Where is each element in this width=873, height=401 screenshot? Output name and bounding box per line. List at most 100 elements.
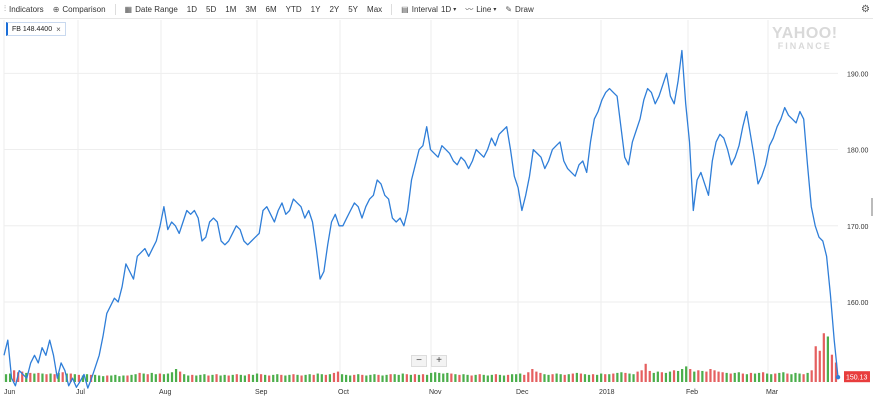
- volume-bar: [701, 370, 704, 382]
- volume-bar: [170, 372, 174, 382]
- volume-bar: [559, 374, 562, 382]
- interval-value: 1D: [440, 4, 452, 14]
- volume-bar: [834, 362, 838, 382]
- comparison-button[interactable]: ⊕ Comparison: [53, 5, 106, 14]
- volume-bar: [531, 369, 534, 382]
- volume-bar: [818, 350, 821, 382]
- volume-bar: [53, 374, 56, 382]
- range-max[interactable]: Max: [367, 4, 383, 14]
- volume-bar: [685, 366, 688, 382]
- volume-bar: [138, 372, 141, 382]
- x-tick-label: Oct: [338, 389, 349, 396]
- volume-bar: [154, 374, 157, 382]
- volume-bar: [21, 371, 24, 382]
- volume-bar: [344, 374, 348, 382]
- volume-bar: [470, 375, 473, 382]
- volume-bar: [336, 371, 340, 382]
- volume-bar: [709, 369, 712, 382]
- close-icon[interactable]: ×: [56, 24, 61, 34]
- line-chart-icon: 〰: [465, 4, 474, 14]
- zoom-in-button[interactable]: +: [431, 355, 447, 367]
- range-3m[interactable]: 3M: [245, 4, 257, 14]
- volume-bar: [425, 374, 429, 382]
- volume-bar: [608, 374, 611, 382]
- range-2y[interactable]: 2Y: [329, 4, 340, 14]
- volume-bar: [49, 373, 52, 382]
- volume-bar: [749, 372, 753, 382]
- volume-bar: [300, 375, 303, 382]
- volume-bar: [417, 374, 421, 382]
- x-tick-label: Aug: [159, 389, 172, 396]
- volume-bar: [766, 373, 769, 382]
- range-ytd[interactable]: YTD: [285, 4, 302, 14]
- volume-bar: [664, 372, 668, 382]
- range-1m[interactable]: 1M: [225, 4, 237, 14]
- range-5d[interactable]: 5D: [206, 4, 217, 14]
- volume-bar: [45, 374, 48, 382]
- volume-bar: [93, 374, 97, 382]
- date-range-button[interactable]: ▦ Date Range: [125, 5, 178, 14]
- volume-bar: [421, 374, 425, 382]
- interval-dropdown[interactable]: ▤ Interval 1D ▾: [401, 5, 456, 14]
- volume-bar: [632, 374, 635, 382]
- comparison-label: Comparison: [62, 4, 106, 14]
- volume-bar: [620, 372, 623, 382]
- volume-bar: [515, 374, 518, 382]
- volume-bar: [806, 372, 809, 382]
- chart-toolbar: ⫶ Indicators ⊕ Comparison ▦ Date Range 1…: [0, 0, 873, 18]
- draw-button[interactable]: ✎ Draw: [505, 5, 533, 14]
- volume-bar: [737, 372, 740, 382]
- zoom-out-button[interactable]: −: [411, 355, 427, 367]
- scroll-handle[interactable]: [871, 198, 873, 216]
- volume-bar: [527, 372, 530, 382]
- chevron-down-icon: ▾: [453, 6, 457, 13]
- gear-icon[interactable]: ⚙: [861, 4, 870, 15]
- volume-bar: [810, 370, 813, 382]
- volume-bar: [272, 374, 275, 382]
- volume-bar: [774, 373, 777, 382]
- volume-bar: [604, 374, 607, 382]
- volume-bar: [158, 373, 161, 382]
- volume-bar: [308, 374, 311, 382]
- volume-bar: [324, 374, 327, 382]
- ticker-tag[interactable]: FB 148.4400 ×: [6, 22, 66, 36]
- volume-bar: [486, 375, 489, 382]
- volume-bar: [660, 372, 664, 382]
- range-5y[interactable]: 5Y: [348, 4, 359, 14]
- volume-bar: [498, 374, 502, 382]
- range-1d[interactable]: 1D: [186, 4, 198, 14]
- volume-bar: [757, 372, 761, 382]
- volume-bar: [494, 374, 498, 382]
- volume-bar: [466, 374, 469, 382]
- volume-bar: [523, 374, 526, 382]
- volume-bar: [312, 374, 315, 382]
- volume-bar: [733, 372, 736, 382]
- volume-bar: [697, 370, 700, 382]
- volume-bar: [705, 371, 708, 382]
- price-line: [3, 49, 839, 389]
- volume-bar: [656, 371, 659, 382]
- volume-bar: [130, 374, 133, 382]
- y-tick-label: 190.00: [847, 71, 869, 78]
- range-1y[interactable]: 1Y: [310, 4, 321, 14]
- volume-bar: [616, 372, 619, 382]
- volume-bar: [510, 374, 514, 382]
- chart-type-dropdown[interactable]: 〰 Line ▾: [465, 4, 496, 15]
- volume-bar: [624, 372, 627, 382]
- volume-bar: [29, 372, 32, 382]
- x-tick-label: Dec: [516, 389, 529, 396]
- range-6m[interactable]: 6M: [265, 4, 277, 14]
- volume-bar: [126, 375, 129, 382]
- volume-bar: [413, 374, 417, 382]
- volume-bar: [203, 374, 206, 382]
- volume-bar: [219, 375, 222, 382]
- volume-bar: [713, 370, 716, 382]
- volume-bar: [405, 374, 408, 382]
- volume-bar: [174, 369, 178, 382]
- volume-bar: [251, 374, 255, 382]
- indicators-button[interactable]: ⫶ Indicators: [4, 4, 44, 14]
- volume-bar: [571, 373, 574, 382]
- line-label: Line: [476, 4, 492, 14]
- volume-bar: [770, 374, 773, 382]
